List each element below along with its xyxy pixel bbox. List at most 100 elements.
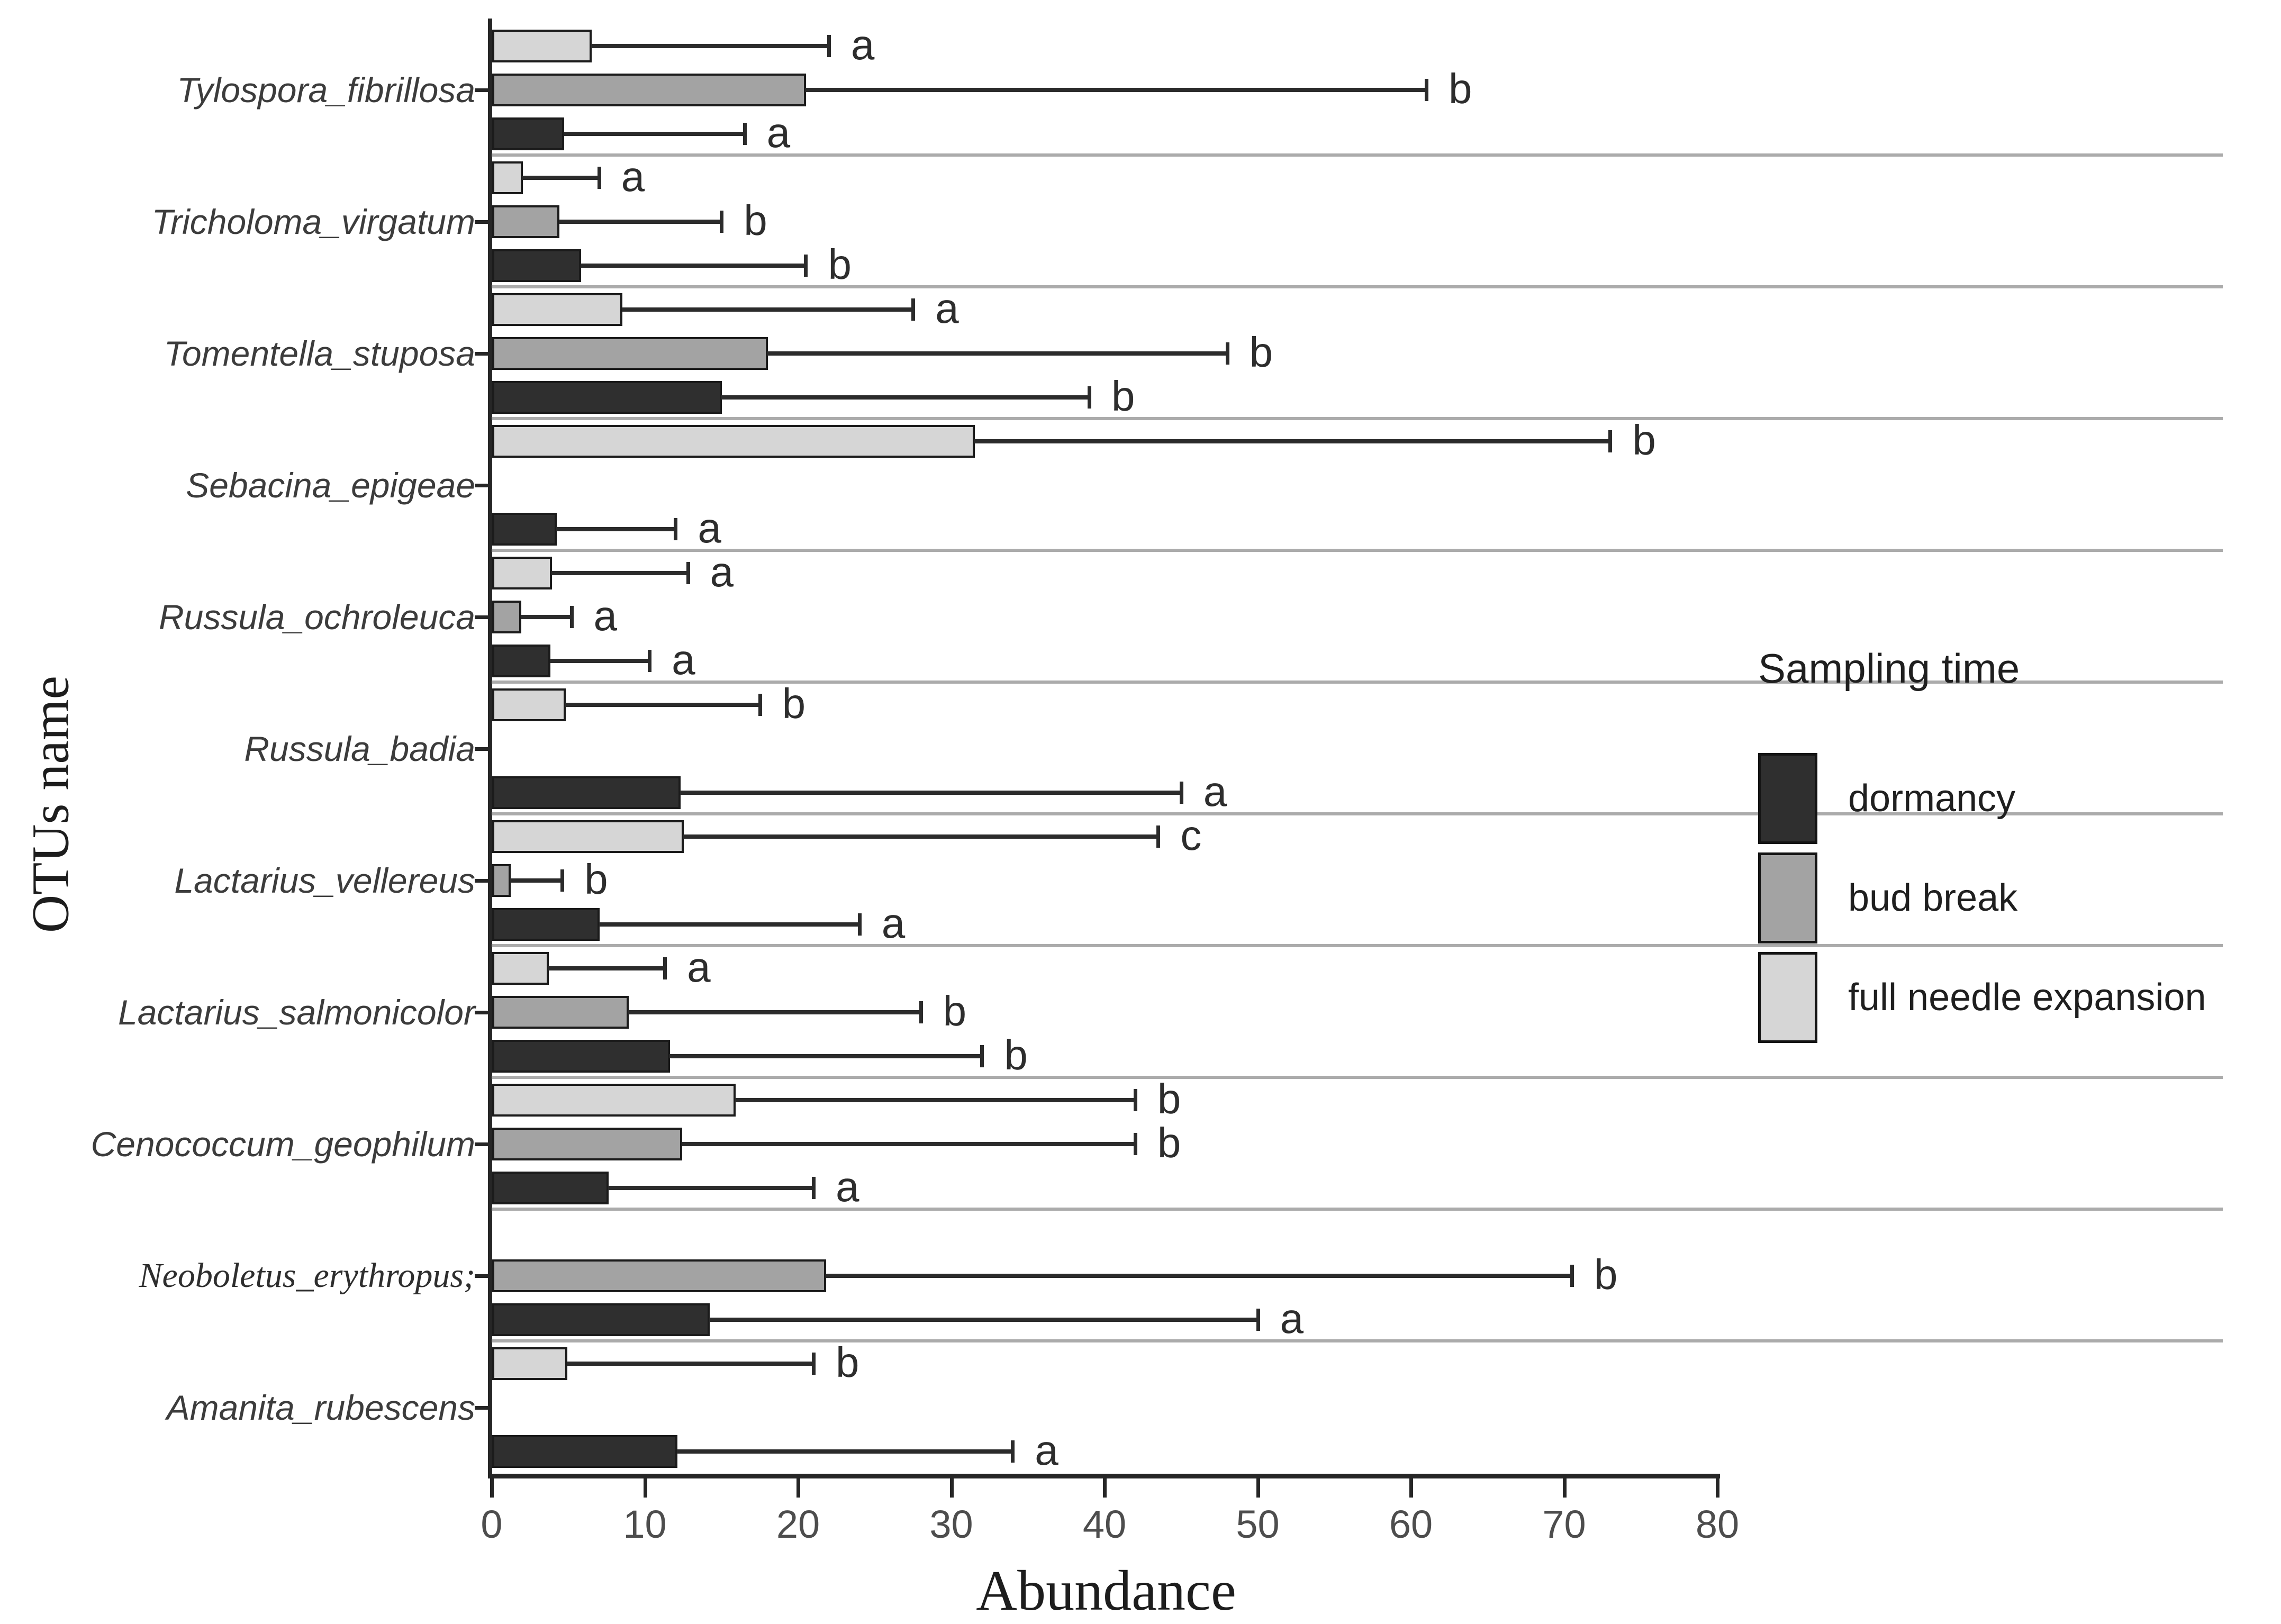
error-bar-cap — [1133, 1088, 1137, 1111]
dormancy-bar — [492, 1435, 678, 1468]
x-tick — [1562, 1478, 1567, 1498]
x-tick — [796, 1478, 800, 1498]
legend: Sampling time dormancy bud break full ne… — [1758, 645, 2206, 1049]
species-label: Cenococcum_geophilum — [90, 1124, 475, 1164]
significance-letter: b — [782, 679, 806, 727]
significance-letter: a — [710, 548, 734, 595]
y-tick — [475, 351, 488, 356]
significance-letter: a — [881, 899, 906, 947]
error-bar — [721, 395, 1090, 400]
error-bar-cap — [1179, 781, 1183, 804]
x-tick-label: 30 — [929, 1502, 973, 1546]
significance-letter: b — [1004, 1031, 1028, 1078]
dormancy-bar — [492, 776, 681, 809]
significance-letter: c — [1180, 811, 1202, 859]
significance-letter: b — [828, 240, 852, 288]
error-bar-cap — [569, 605, 574, 628]
separator-line — [492, 812, 2223, 815]
error-bar-cap — [811, 1176, 816, 1199]
significance-letter: b — [1448, 65, 1472, 112]
error-bar-cap — [1225, 342, 1229, 365]
bud-break-swatch — [1758, 852, 1817, 943]
error-bar — [735, 1097, 1135, 1102]
significance-letter: b — [1594, 1250, 1618, 1298]
x-tick — [490, 1478, 494, 1498]
error-bar-cap — [1011, 1440, 1015, 1463]
full-needle-expansion-bar — [492, 820, 684, 853]
species-label: Tricholoma_virgatum — [151, 202, 475, 241]
separator-line — [492, 549, 2223, 552]
significance-letter: a — [766, 108, 791, 156]
species-label: Lactarius_vellereus — [174, 860, 475, 900]
error-bar — [622, 307, 913, 312]
bud-break-bar — [492, 600, 521, 633]
error-bar-cap — [911, 298, 916, 321]
x-tick — [1716, 1478, 1719, 1498]
error-bar-cap — [919, 1001, 923, 1023]
error-bar-cap — [1608, 430, 1613, 452]
x-tick — [643, 1478, 647, 1498]
x-tick — [949, 1478, 954, 1498]
significance-letter: a — [672, 636, 695, 683]
error-bar-cap — [1156, 825, 1161, 848]
full-needle-expansion-bar — [492, 29, 592, 62]
full-needle-expansion-swatch — [1758, 952, 1817, 1043]
significance-letter: a — [935, 284, 959, 332]
significance-letter: a — [850, 21, 875, 68]
legend-title: Sampling time — [1758, 645, 2020, 692]
species-label: Tylospora_fibrillosa — [177, 70, 475, 110]
error-bar — [565, 702, 760, 707]
species-label: Lactarius_salmonicolor — [118, 992, 475, 1032]
full-needle-expansion-bar — [492, 1347, 567, 1380]
error-bar-cap — [720, 210, 724, 233]
x-tick-label: 10 — [623, 1502, 667, 1546]
y-tick — [475, 878, 488, 883]
y-tick — [475, 483, 488, 487]
error-bar — [974, 439, 1610, 443]
significance-letter: b — [1111, 372, 1135, 420]
error-bar — [683, 834, 1158, 839]
full-needle-expansion-bar — [492, 293, 623, 326]
x-tick-label: 40 — [1082, 1502, 1127, 1546]
full-needle-expansion-bar — [492, 951, 549, 985]
error-bar — [591, 43, 829, 48]
error-bar — [580, 263, 806, 268]
error-bar — [510, 878, 563, 883]
significance-letter: a — [621, 152, 645, 200]
x-tick-label: 0 — [481, 1502, 503, 1546]
dormancy-bar — [492, 1303, 710, 1336]
error-bar-cap — [1133, 1132, 1137, 1155]
separator-line — [492, 1339, 2223, 1342]
species-label: Russula_badia — [244, 729, 475, 768]
significance-letter: b — [1249, 328, 1273, 376]
error-bar — [826, 1273, 1572, 1278]
error-bar-cap — [1424, 78, 1428, 101]
significance-letter: b — [584, 855, 608, 903]
error-bar — [669, 1054, 982, 1058]
error-bar — [556, 527, 676, 531]
error-bar — [767, 351, 1227, 356]
dormancy-bar — [492, 1039, 670, 1073]
error-bar-cap — [758, 693, 762, 716]
species-label: Tomentella_stuposa — [164, 333, 475, 373]
y-tick — [475, 1010, 488, 1014]
x-tick — [1103, 1478, 1107, 1498]
bud-break-bar — [492, 864, 511, 897]
x-tick-label: 70 — [1542, 1502, 1586, 1546]
bud-break-bar — [492, 337, 768, 370]
error-bar — [677, 1449, 1013, 1454]
error-bar — [599, 922, 859, 927]
significance-letter: b — [744, 196, 767, 244]
bud-break-bar — [492, 205, 560, 238]
full-needle-expansion-bar — [492, 556, 552, 589]
significance-letter: b — [943, 987, 967, 1035]
separator-line — [492, 417, 2223, 420]
error-bar — [548, 966, 665, 970]
error-bar — [564, 131, 745, 136]
error-bar-cap — [804, 254, 808, 277]
legend-item-full-needle-expansion: full needle expansion — [1758, 950, 2206, 1045]
bud-break-bar — [492, 1127, 682, 1160]
error-bar — [522, 175, 599, 180]
error-bar-cap — [1570, 1264, 1574, 1287]
separator-line — [492, 285, 2223, 288]
